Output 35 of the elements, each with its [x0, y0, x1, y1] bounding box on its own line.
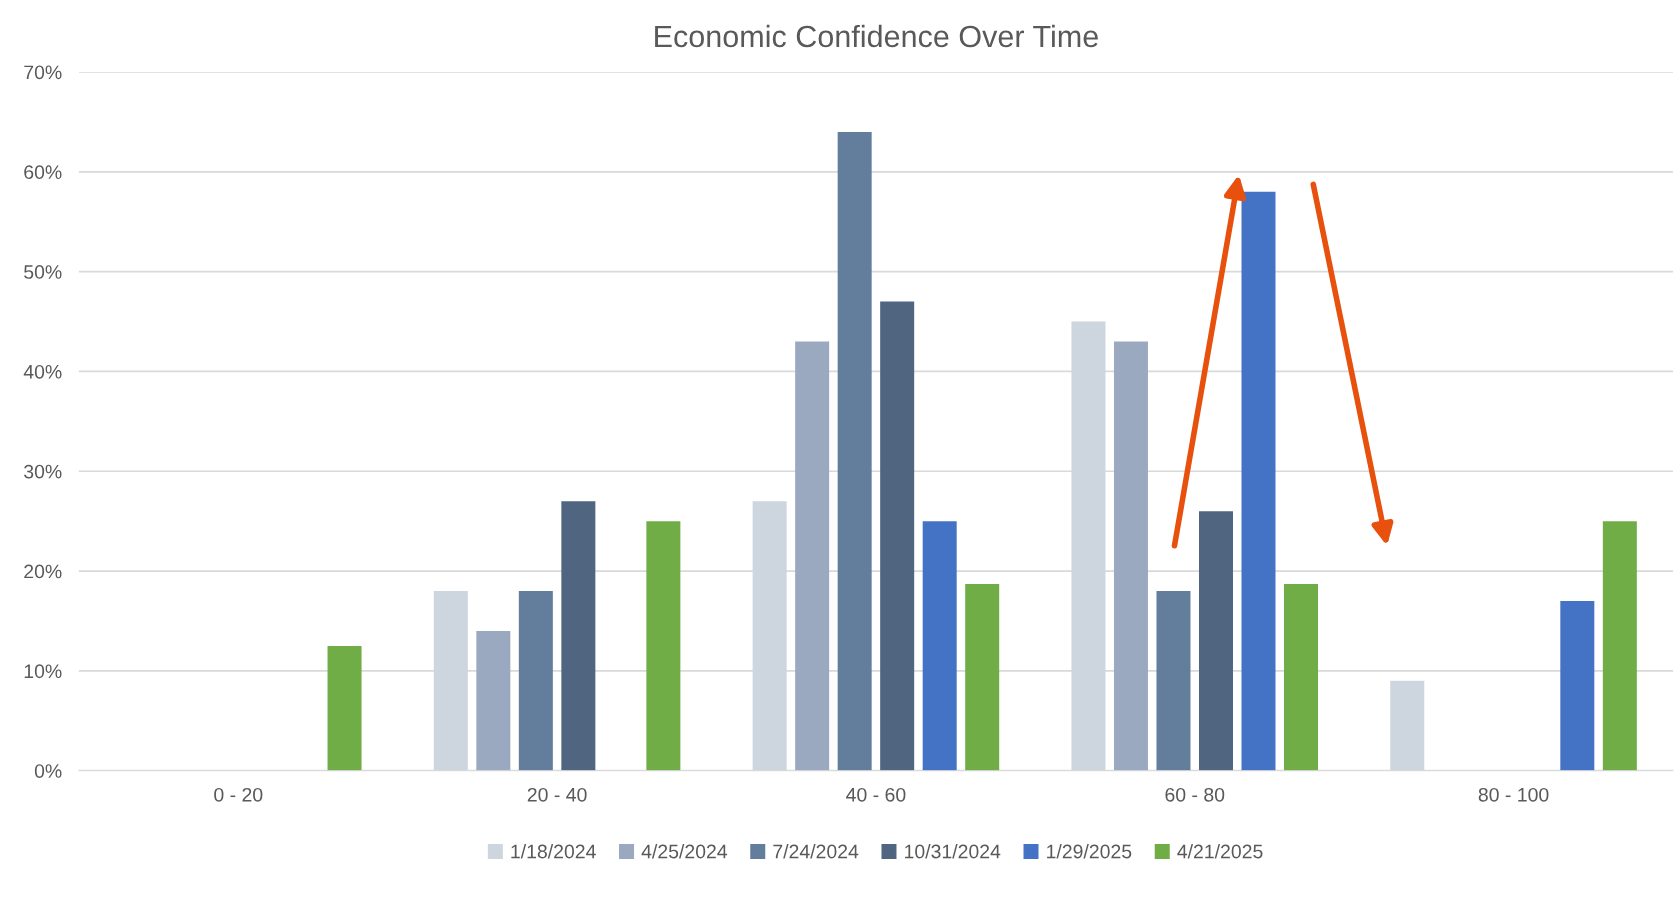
legend-label: 4/21/2025 [1177, 844, 1263, 859]
y-tick-label: 60% [24, 165, 62, 180]
bar [646, 521, 681, 771]
bar [795, 341, 830, 771]
y-tick-label: 40% [23, 364, 62, 379]
legend-label: 4/25/2024 [641, 844, 728, 859]
bar [561, 501, 596, 771]
x-tick-label: 40 - 60 [846, 787, 906, 802]
legend-label: 10/31/2024 [905, 844, 1001, 859]
x-tick-label: 0 - 20 [214, 787, 263, 802]
bar [476, 630, 511, 771]
x-tick-label: 20 - 40 [527, 787, 587, 802]
bar [1156, 591, 1191, 771]
bar [922, 521, 957, 771]
bar [1284, 584, 1319, 771]
bar [518, 591, 553, 771]
x-tick-label: 60 - 80 [1165, 787, 1225, 802]
y-tick-label: 30% [24, 464, 62, 479]
legend-label: 1/18/2024 [511, 844, 596, 859]
bar [965, 584, 1000, 771]
y-tick-label: 70% [24, 65, 62, 80]
y-tick-label: 0% [34, 764, 62, 778]
bar [837, 131, 872, 771]
chart-title: Economic Confidence Over Time [655, 24, 1098, 48]
legend-label: 7/24/2024 [773, 844, 859, 859]
y-tick-label: 10% [24, 664, 62, 679]
bar [327, 645, 362, 771]
bar [1560, 601, 1595, 771]
bar [1602, 521, 1637, 771]
x-tick-label: 80 - 100 [1478, 787, 1549, 802]
y-tick-label: 20% [24, 564, 62, 579]
bar [1113, 341, 1148, 771]
legend-label: 1/29/2025 [1047, 844, 1132, 859]
y-tick-label: 50% [24, 265, 62, 279]
bar [880, 301, 915, 771]
